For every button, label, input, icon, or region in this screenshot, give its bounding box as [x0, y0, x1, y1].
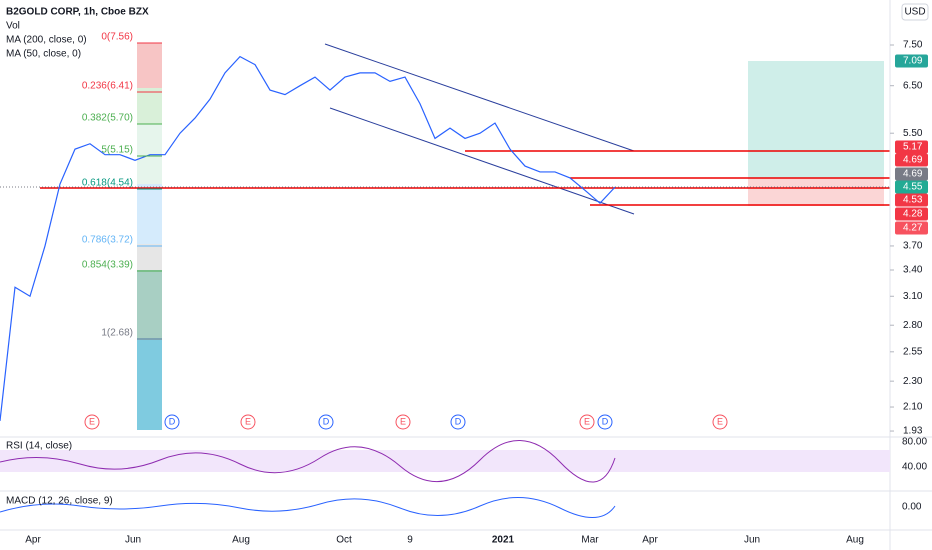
event-label: E [717, 416, 723, 426]
event-marker [318, 414, 334, 430]
currency-label: USD [904, 7, 925, 18]
event-marker [395, 414, 411, 430]
event-marker [84, 414, 100, 430]
time-label: Apr [642, 535, 658, 546]
time-label: Aug [846, 535, 864, 546]
fib-label: 5(5.15) [101, 145, 133, 156]
price-badge-label: 4.69 [903, 155, 923, 166]
event-marker [164, 414, 180, 430]
price-badge [895, 180, 928, 194]
currency-button[interactable] [901, 3, 929, 21]
fib-label: 0.786(3.72) [82, 235, 133, 246]
indicator-label: Vol [6, 21, 20, 32]
rsi-band [0, 450, 890, 472]
price-tick-label: 2.55 [903, 346, 923, 357]
fib-label: 0.236(6.41) [82, 81, 133, 92]
price-badge [895, 140, 928, 154]
fib-label: 0.854(3.39) [82, 260, 133, 271]
indicator-label: MA (50, close, 0) [6, 49, 81, 60]
time-label: 2021 [492, 535, 515, 546]
fib-label: 0.382(5.70) [82, 113, 133, 124]
profit-zone [748, 61, 884, 178]
event-marker [597, 414, 613, 430]
price-badge [895, 193, 928, 207]
event-label: D [169, 416, 176, 426]
price-badge-label: 4.27 [903, 223, 923, 234]
price-tick-label: 2.30 [903, 376, 923, 387]
price-badge-label: 4.69 [903, 169, 923, 180]
rsi-title: RSI (14, close) [6, 441, 72, 452]
price-tick-label: 5.50 [903, 128, 923, 139]
time-label: Oct [336, 535, 352, 546]
price-tick-label: 7.50 [903, 40, 923, 51]
price-badge [895, 221, 928, 235]
fib-column [137, 43, 162, 430]
event-label: E [89, 416, 95, 426]
time-label: Jun [125, 535, 141, 546]
event-marker [240, 414, 256, 430]
price-tick-label: 2.10 [903, 402, 923, 413]
price-badge-label: 4.53 [903, 195, 923, 206]
event-label: D [455, 416, 462, 426]
price-tick-label: 2.80 [903, 320, 923, 331]
fib-label: 0.618(4.54) [82, 178, 133, 189]
event-marker [579, 414, 595, 430]
macd-line [0, 497, 616, 518]
price-badge [895, 54, 928, 68]
indicator-label: MA (200, close, 0) [6, 35, 87, 46]
rsi-tick: 80.00 [902, 437, 927, 448]
event-label: E [245, 416, 251, 426]
event-label: D [323, 416, 330, 426]
price-badge-label: 7.09 [903, 56, 923, 67]
time-label: Apr [25, 535, 41, 546]
loss-zone [748, 178, 884, 206]
channel-top [324, 43, 635, 152]
macd-tick: 0.00 [902, 502, 922, 513]
event-marker [712, 414, 728, 430]
event-label: E [400, 416, 406, 426]
price-badge-label: 4.55 [903, 182, 923, 193]
price-tick-label: 3.10 [903, 291, 923, 302]
rsi-line [0, 440, 616, 483]
fib-label: 1(2.68) [101, 328, 133, 339]
event-label: D [602, 416, 609, 426]
time-label: Mar [581, 535, 599, 546]
price-tick-label: 6.50 [903, 80, 923, 91]
time-label: Aug [232, 535, 250, 546]
price-badge [895, 167, 928, 181]
time-label: Jun [744, 535, 760, 546]
fib-label: 0(7.56) [101, 32, 133, 43]
price-line [0, 55, 616, 421]
price-badge-label: 5.17 [903, 142, 923, 153]
channel-bottom [329, 107, 635, 215]
price-tick-label: 3.40 [903, 265, 923, 276]
time-label: 9 [407, 535, 413, 546]
price-badge [895, 153, 928, 167]
macd-title: MACD (12, 26, close, 9) [6, 496, 113, 507]
symbol-title: B2GOLD CORP, 1h, Cboe BZX [6, 7, 149, 18]
price-badge-label: 4.28 [903, 209, 923, 220]
price-tick-label: 1.93 [903, 426, 923, 437]
rsi-tick: 40.00 [902, 462, 927, 473]
event-marker [450, 414, 466, 430]
price-badge [895, 207, 928, 221]
event-label: E [584, 416, 590, 426]
price-tick-label: 3.70 [903, 241, 923, 252]
